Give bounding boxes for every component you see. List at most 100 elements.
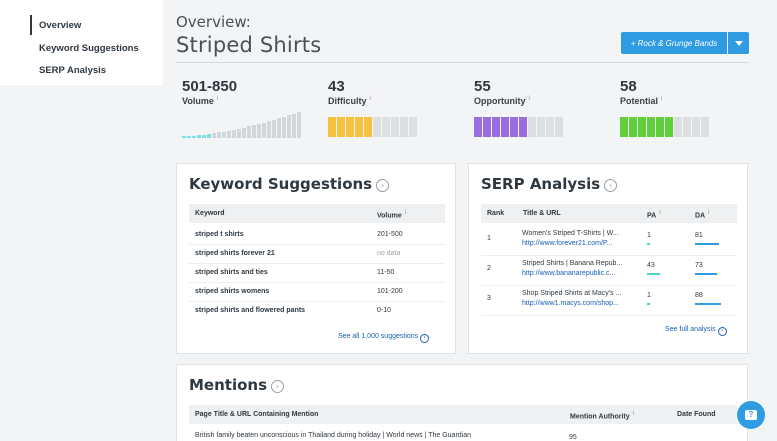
keyword-cell[interactable]: striped shirts and flowered pants: [195, 307, 306, 314]
help-chat-button[interactable]: ?: [737, 401, 765, 429]
opportunity-bar: [474, 117, 563, 137]
page-title: Striped Shirts: [176, 33, 322, 57]
chevron-right-icon[interactable]: ›: [271, 380, 285, 393]
potential-value: 58: [620, 78, 637, 95]
row-divider: [189, 301, 445, 302]
opportunity-value: 55: [474, 78, 491, 95]
serp-url-link[interactable]: http://www1.macys.com/shop...: [522, 300, 619, 307]
column-header-rank: Rank: [487, 210, 505, 217]
potential-bar-segment: [620, 117, 628, 137]
sparkline-bar: [192, 136, 196, 138]
chevron-right-icon[interactable]: ›: [376, 179, 390, 192]
volume-cell: 0-10: [377, 307, 392, 314]
info-icon[interactable]: i: [708, 210, 710, 216]
potential-bar-segment: [656, 117, 664, 137]
list-dropdown-button[interactable]: [728, 32, 749, 54]
info-icon[interactable]: i: [528, 96, 530, 102]
row-divider: [481, 315, 737, 316]
mention-title-cell[interactable]: British family beaten unconscious in Tha…: [195, 432, 472, 439]
sparkline-bar: [212, 133, 216, 138]
sidebar-item-keyword-suggestions[interactable]: Keyword Suggestions: [39, 43, 139, 54]
sparkline-bar: [262, 123, 266, 138]
row-divider: [189, 244, 445, 245]
serp-url-link[interactable]: http://www.bananarepublic.c...: [522, 270, 616, 277]
column-header-mention-authority: Mention Authority i: [570, 411, 634, 421]
sidebar-item-serp-analysis[interactable]: SERP Analysis: [39, 65, 107, 76]
table-header: Keyword Volume i: [189, 204, 445, 223]
potential-bar-segment: [638, 117, 646, 137]
potential-label: Potential i: [620, 96, 663, 106]
info-icon[interactable]: i: [369, 96, 371, 102]
serp-title-cell[interactable]: Women's Striped T-Shirts | W...: [522, 230, 619, 237]
sparkline-bar: [292, 114, 296, 138]
keyword-suggestions-title: Keyword Suggestions ›: [189, 175, 390, 193]
chevron-right-icon[interactable]: ›: [604, 179, 618, 192]
sparkline-bar: [282, 117, 286, 138]
sidebar-item-overview[interactable]: Overview: [39, 20, 82, 31]
table-header: Rank Title & URL PA i DA i: [481, 204, 737, 223]
info-icon[interactable]: i: [659, 210, 661, 216]
see-full-analysis-link[interactable]: See full analysis ›: [665, 326, 727, 336]
pa-bar: [647, 303, 650, 305]
opportunity-bar-segment: [474, 117, 482, 137]
serp-title-cell[interactable]: Shop Striped Shirts at Macy's ...: [522, 290, 622, 297]
potential-bar-segment: [683, 117, 691, 137]
overview-label: Overview:: [176, 13, 251, 31]
column-header-date-found: Date Found: [677, 411, 716, 418]
sparkline-bar: [237, 129, 241, 138]
column-header-page-title-url: Page Title & URL Containing Mention: [195, 411, 319, 418]
column-header-keyword: Keyword: [195, 210, 225, 217]
da-value: 73: [695, 262, 703, 269]
difficulty-value: 43: [328, 78, 345, 95]
serp-url-link[interactable]: http://www.forever21.com/P...: [522, 240, 613, 247]
volume-value: 501-850: [182, 78, 238, 95]
pa-value: 1: [647, 292, 651, 299]
opportunity-bar-segment: [492, 117, 500, 137]
opportunity-bar-segment: [519, 117, 527, 137]
potential-bar: [620, 117, 709, 137]
sparkline-bar: [217, 132, 221, 138]
sparkline-bar: [267, 121, 271, 138]
serp-analysis-title: SERP Analysis ›: [481, 175, 618, 193]
sparkline-bar: [182, 136, 186, 138]
info-icon[interactable]: i: [216, 96, 219, 102]
column-header-title-url: Title & URL: [523, 210, 561, 217]
serp-analysis-card: SERP Analysis › Rank Title & URL PA i DA i …: [468, 163, 748, 354]
mentions-title: Mentions ›: [189, 376, 285, 394]
keyword-cell[interactable]: striped shirts and ties: [195, 269, 268, 276]
difficulty-bar-segment: [391, 117, 399, 137]
header-divider: [176, 62, 749, 63]
chevron-right-icon: ›: [717, 327, 727, 336]
sparkline-bar: [257, 124, 261, 138]
difficulty-bar-segment: [382, 117, 390, 137]
see-all-suggestions-link[interactable]: See all 1,000 suggestions ›: [338, 333, 430, 343]
chevron-down-icon: [734, 40, 743, 46]
keyword-cell[interactable]: striped t shirts: [195, 231, 244, 238]
da-bar: [695, 273, 717, 275]
difficulty-label: Difficulty i: [328, 96, 371, 106]
mentions-card: Mentions › Page Title & URL Containing Me…: [176, 364, 748, 441]
opportunity-bar-segment: [537, 117, 545, 137]
da-value: 88: [695, 292, 703, 299]
add-to-list-button[interactable]: + Rock & Grunge Bands: [621, 32, 727, 54]
serp-title-cell[interactable]: Striped Shirts | Banana Repub...: [522, 260, 623, 267]
potential-bar-segment: [674, 117, 682, 137]
volume-label: Volume i: [182, 96, 219, 106]
info-icon[interactable]: i: [404, 210, 407, 216]
chevron-right-icon: ›: [420, 334, 430, 343]
opportunity-bar-segment: [510, 117, 518, 137]
potential-bar-segment: [701, 117, 709, 137]
opportunity-bar-segment: [483, 117, 491, 137]
info-icon[interactable]: i: [632, 411, 634, 417]
volume-cell: no data: [377, 250, 401, 257]
keyword-cell[interactable]: striped shirts forever 21: [195, 250, 275, 257]
sparkline-bar: [222, 132, 226, 138]
sparkline-bar: [197, 135, 201, 138]
row-divider: [481, 285, 737, 286]
keyword-cell[interactable]: striped shirts womens: [195, 288, 270, 295]
volume-sparkline: [182, 110, 302, 138]
sparkline-bar: [187, 136, 191, 138]
sparkline-bar: [277, 118, 281, 138]
rank-cell: 3: [487, 295, 491, 302]
info-icon[interactable]: i: [661, 96, 663, 102]
